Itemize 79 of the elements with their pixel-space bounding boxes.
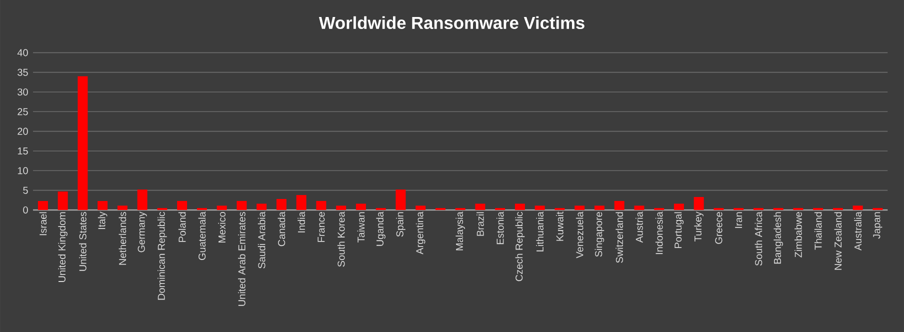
x-tick-label: Spain	[396, 212, 406, 237]
bar	[38, 200, 48, 210]
bar	[356, 204, 366, 210]
y-tick-label: 35	[18, 68, 28, 76]
bar	[296, 195, 306, 210]
bar	[177, 200, 188, 210]
y-tick-label: 10	[18, 167, 28, 174]
bar	[534, 206, 545, 210]
bar	[594, 206, 604, 210]
x-tick-label: Switzerland	[616, 212, 624, 263]
chart-title: Worldwide Ransomware Victims	[318, 16, 584, 30]
x-tick-label: New Zealand	[834, 212, 842, 270]
bar	[98, 200, 108, 210]
bar	[514, 204, 525, 210]
x-tick-label: Thailand	[814, 212, 822, 250]
x-tick-label: South Africa	[754, 212, 762, 266]
x-tick-label: Lithuania	[536, 212, 544, 252]
x-tick-label: Turkey	[694, 212, 704, 242]
x-tick-label: Taiwan	[357, 212, 365, 242]
x-tick-label: Australia	[854, 212, 862, 250]
bar	[674, 204, 684, 210]
x-tick-label: Kuwait	[556, 212, 564, 241]
x-tick-label: Estonia	[496, 212, 504, 244]
y-tick-label: 20	[18, 128, 28, 135]
x-tick-label: United States	[79, 212, 86, 271]
bar	[58, 192, 68, 210]
bar	[78, 76, 88, 210]
bar	[614, 200, 624, 210]
x-tick-label: Italy	[98, 212, 108, 230]
x-tick-label: Bangladesh	[774, 212, 783, 264]
x-tick-label: Dominican Republic	[158, 212, 167, 300]
y-tick-label: 30	[18, 88, 28, 96]
x-tick-label: Argentina	[416, 212, 426, 254]
bar	[852, 206, 863, 210]
x-tick-label: Netherlands	[118, 212, 126, 265]
bar	[574, 206, 585, 210]
x-tick-label: United Arab Emirates	[238, 212, 246, 306]
x-tick-label: South Korea	[337, 212, 345, 267]
x-tick-label: Greece	[715, 212, 722, 244]
bar	[137, 190, 148, 210]
x-tick-label: Portugal	[674, 212, 684, 248]
bar	[276, 198, 286, 210]
bar	[475, 204, 486, 210]
x-tick-label: Guatemala	[198, 212, 206, 260]
bar	[336, 206, 346, 210]
x-tick-label: Austria	[636, 212, 643, 243]
bar	[236, 200, 247, 210]
y-tick-label: 5	[23, 186, 28, 194]
x-tick-label: Czech Republic	[515, 212, 525, 282]
x-tick-label: Poland	[178, 212, 186, 242]
x-tick-label: United Kingdom	[58, 212, 68, 282]
x-tick-label: France	[318, 212, 325, 242]
x-tick-label: Indonesia	[655, 212, 663, 254]
bar	[416, 206, 426, 210]
x-tick-label: Mexico	[218, 212, 226, 242]
x-tick-label: Saudi Arabia	[258, 212, 266, 268]
bar	[694, 197, 704, 210]
x-tick-label: Singapore	[594, 212, 604, 257]
x-tick-label: Japan	[873, 212, 882, 239]
x-tick-label: India	[298, 212, 306, 232]
bar	[256, 204, 267, 210]
bar	[316, 200, 326, 210]
y-tick-label: 25	[18, 108, 28, 116]
x-tick-label: Malaysia	[456, 212, 465, 250]
x-tick-label: Venezuela	[576, 212, 584, 258]
x-tick-label: Iran	[735, 212, 742, 228]
y-tick-label: 15	[18, 148, 28, 154]
bar	[396, 190, 406, 210]
bar	[117, 206, 128, 210]
x-tick-label: Zimbabwe	[794, 212, 802, 258]
bar	[216, 206, 227, 210]
x-tick-label: Germany	[138, 212, 147, 252]
bar	[634, 206, 644, 210]
x-tick-label: Uganda	[376, 212, 386, 246]
y-tick-label: 0	[23, 206, 28, 214]
x-tick-label: Brazil	[476, 212, 484, 236]
x-tick-label: Israel	[39, 212, 47, 236]
x-tick-label: Canada	[278, 212, 286, 246]
y-tick-label: 40	[17, 49, 28, 56]
